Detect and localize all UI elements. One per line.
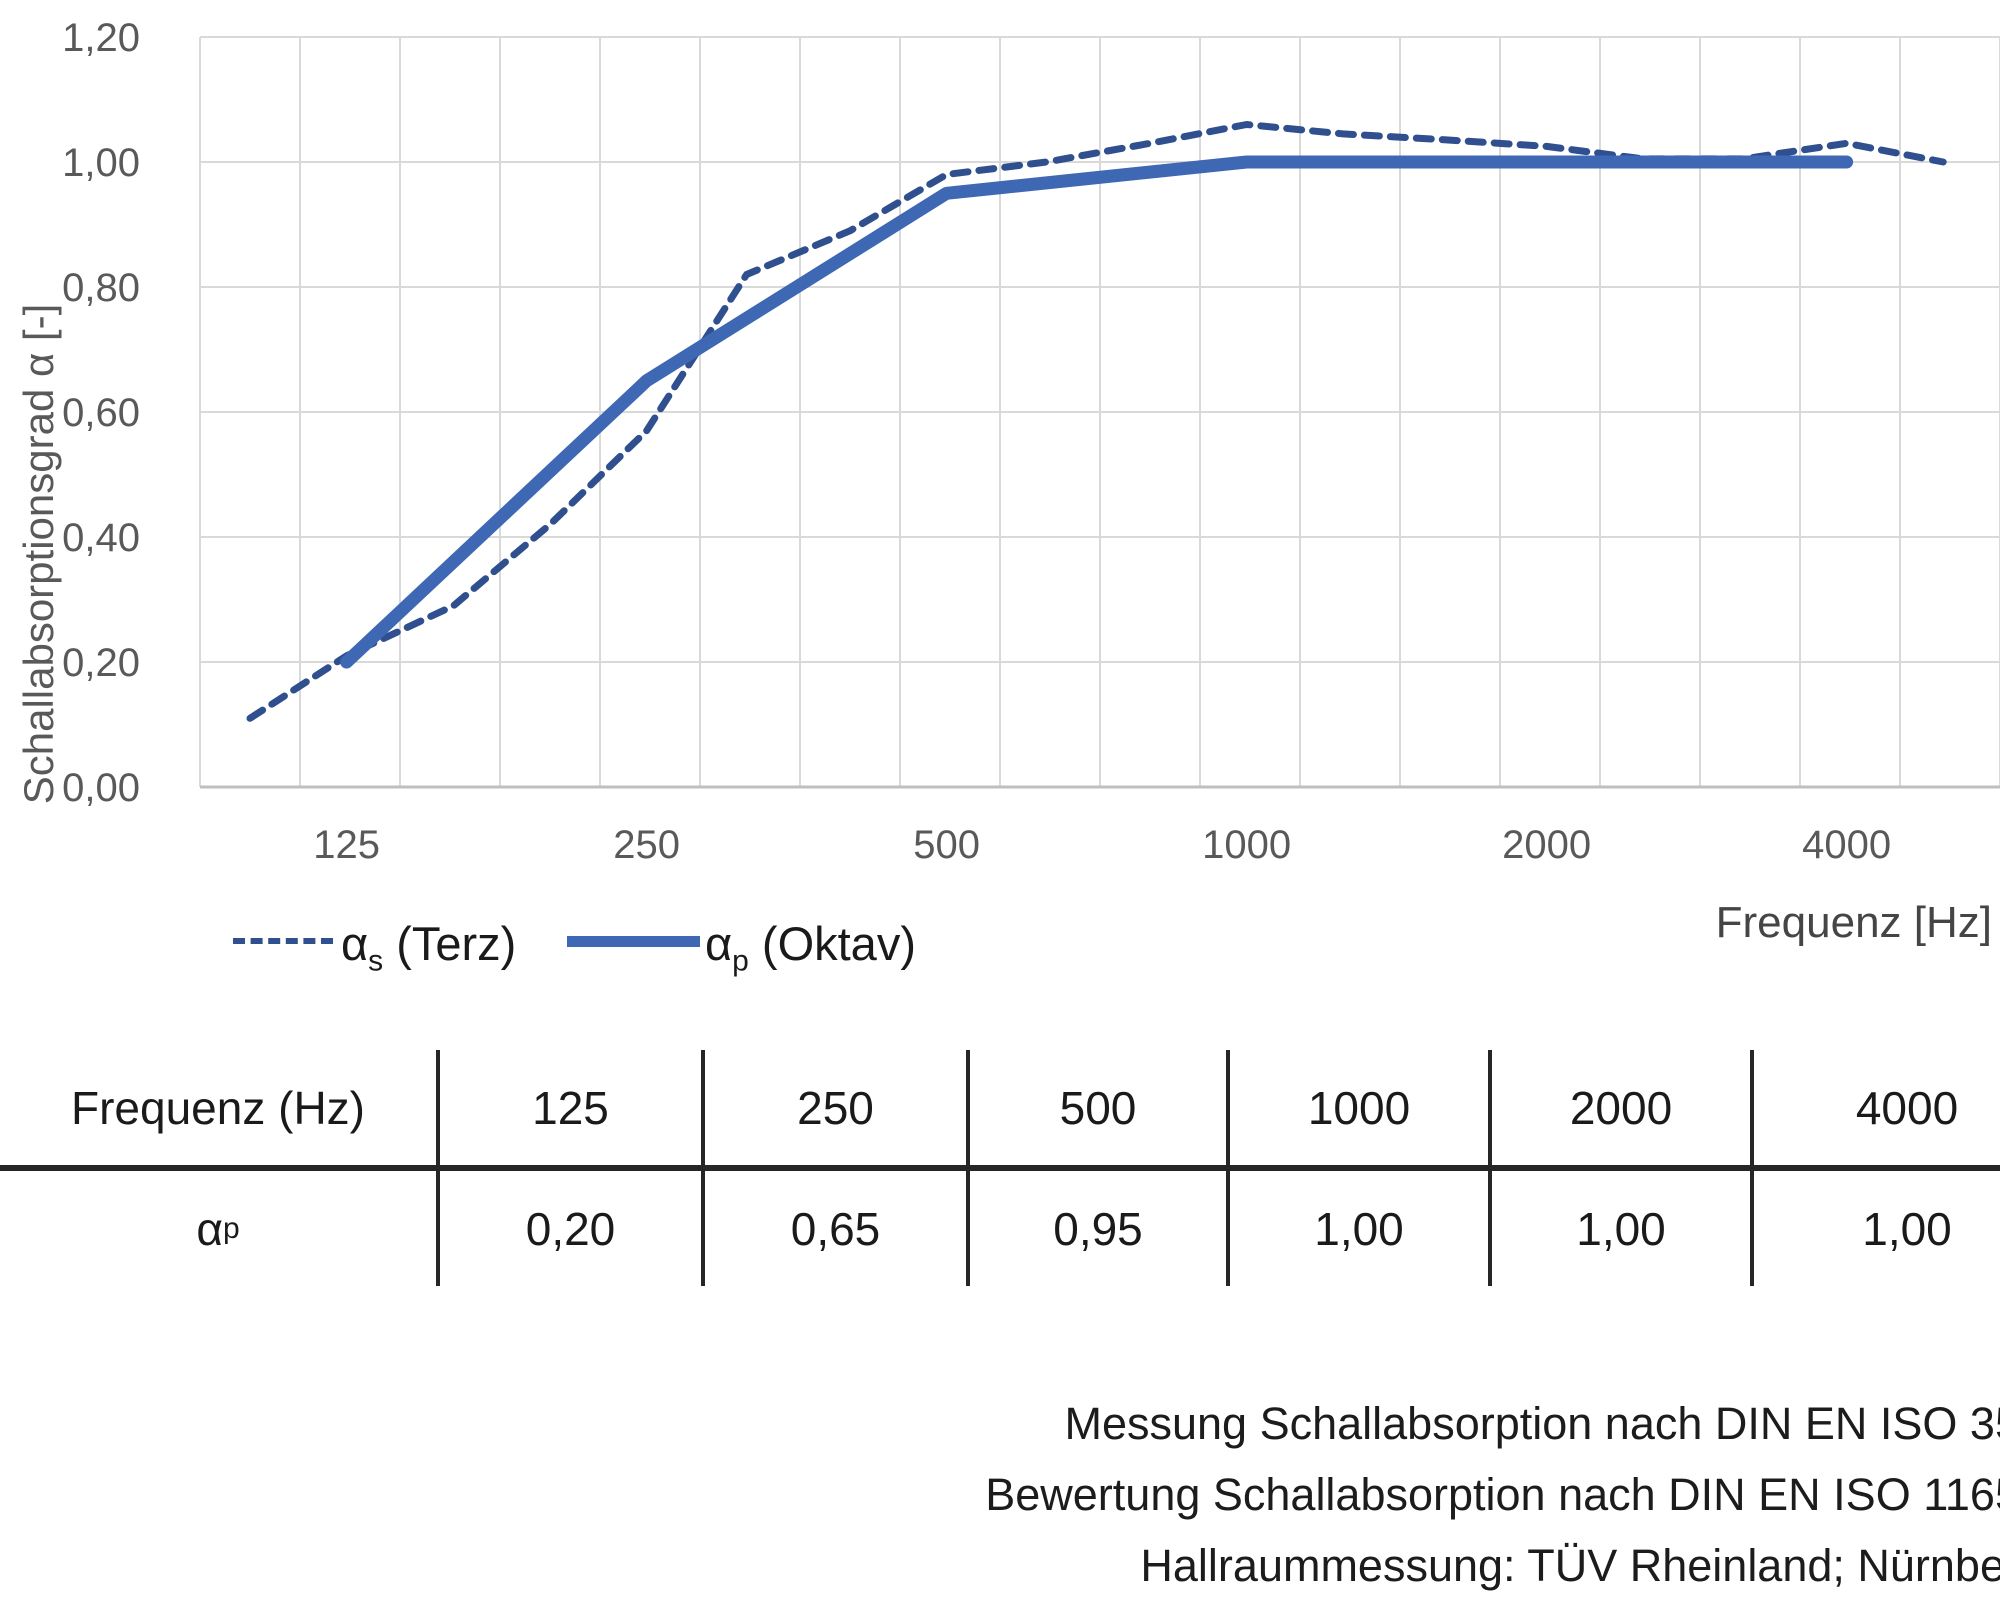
footer-line: Messung Schallabsorption nach DIN EN ISO…: [1064, 1398, 2000, 1449]
table-header-cell: 250: [705, 1050, 970, 1165]
table-header-cell: 2000: [1492, 1050, 1754, 1165]
chart-plot-area: 0,00 0,20 0,40 0,60 0,80 1,00 1,20 125 250 500 100…: [62, 16, 2000, 867]
table-header-cell: 1000: [1230, 1050, 1492, 1165]
x-axis-title: Frequenz [Hz]: [1715, 898, 1992, 947]
y-axis-tick-label: 0,60: [62, 391, 140, 435]
y-axis-tick-label: 0,00: [62, 766, 140, 810]
footer-line: Hallraummessung: TÜV Rheinland; Nürnberg: [1140, 1540, 2000, 1591]
table-header-label: Frequenz (Hz): [0, 1050, 440, 1165]
absorption-chart: 0,00 0,20 0,40 0,60 0,80 1,00 1,20 125 250 500 100…: [15, 16, 2000, 977]
y-axis-title: Schallabsorptionsgrad α [-]: [15, 303, 62, 805]
table-value-cell: 0,20: [440, 1171, 705, 1286]
footer-notes: Messung Schallabsorption nach DIN EN ISO…: [985, 1388, 2000, 1601]
x-axis-tick-label: 500: [913, 823, 980, 867]
table-value-cell: 1,00: [1230, 1171, 1492, 1286]
y-axis-tick-label: 1,00: [62, 141, 140, 185]
x-axis-tick-label: 2000: [1502, 823, 1591, 867]
table-header-cell: 500: [970, 1050, 1230, 1165]
y-axis-tick-label: 1,20: [62, 16, 140, 60]
series-line-terz: [246, 121, 1947, 722]
y-axis-tick-label: 0,80: [62, 266, 140, 310]
table-value-cell: 0,65: [705, 1171, 970, 1286]
table-header-row: Frequenz (Hz) 125 250 500 1000 2000 4000: [0, 1050, 2000, 1171]
x-axis-tick-label: 250: [613, 823, 680, 867]
table-value-cell: 1,00: [1492, 1171, 1754, 1286]
y-axis-tick-label: 0,20: [62, 641, 140, 685]
x-axis-tick-label: 125: [313, 823, 380, 867]
table-value-cell: 0,95: [970, 1171, 1230, 1286]
x-axis-tick-label: 4000: [1802, 823, 1891, 867]
series-line-oktav: [340, 155, 1854, 669]
table-value-cell: 1,00: [1862, 1202, 1952, 1255]
footer-line: Bewertung Schallabsorption nach DIN EN I…: [985, 1469, 2000, 1520]
y-axis-tick-label: 0,40: [62, 516, 140, 560]
x-axis-tick-label: 1000: [1202, 823, 1291, 867]
table-header-cell: 125: [440, 1050, 705, 1165]
table-header-cell: 4000: [1855, 1081, 1959, 1134]
